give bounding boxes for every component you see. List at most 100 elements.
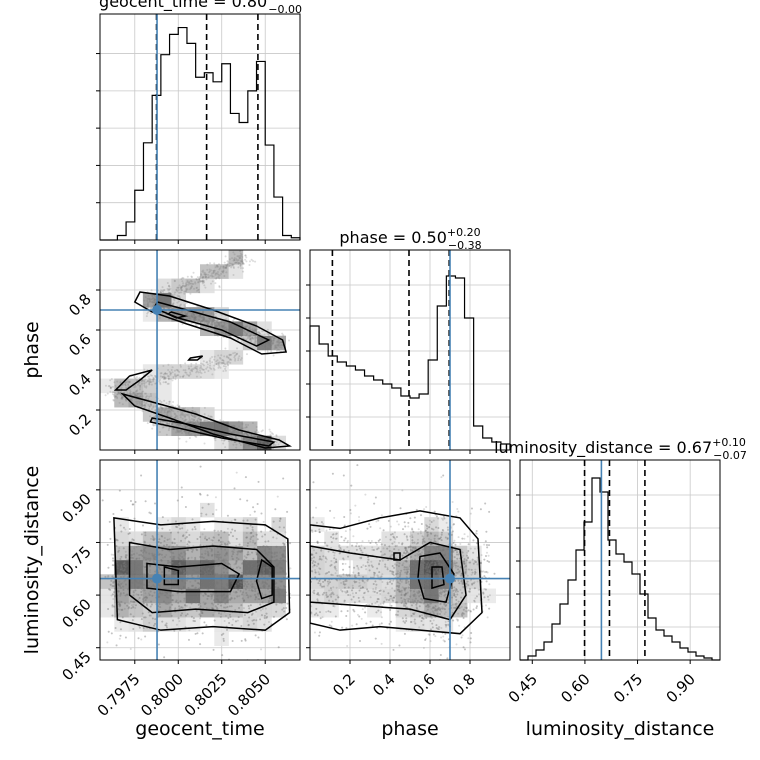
density-cell xyxy=(157,617,172,632)
sample-point xyxy=(225,588,228,591)
sample-point xyxy=(195,287,198,290)
sample-point xyxy=(190,285,193,288)
sample-point xyxy=(163,411,166,414)
density-cell xyxy=(157,531,172,547)
sample-point xyxy=(181,311,184,314)
sample-point xyxy=(232,618,235,621)
sample-point xyxy=(187,315,190,318)
sample-point xyxy=(111,604,114,607)
sample-point xyxy=(118,547,121,550)
sample-point xyxy=(199,369,202,372)
sample-point xyxy=(241,332,244,335)
sample-point xyxy=(190,312,193,315)
sample-point xyxy=(214,272,217,275)
sample-point xyxy=(117,549,120,552)
sample-point xyxy=(185,283,188,286)
sample-point xyxy=(159,298,162,301)
sample-point xyxy=(207,588,210,591)
sample-point xyxy=(271,339,274,342)
sample-point xyxy=(163,288,166,291)
sample-point xyxy=(199,280,202,283)
sample-point xyxy=(252,573,255,576)
sample-point xyxy=(227,263,230,266)
sample-point xyxy=(190,314,193,317)
sample-point xyxy=(206,361,209,364)
sample-point xyxy=(224,328,227,331)
sample-point xyxy=(195,415,198,418)
sample-point xyxy=(213,322,216,325)
sample-point xyxy=(191,285,194,288)
sample-point xyxy=(201,276,204,279)
sample-point xyxy=(204,326,207,329)
sample-point xyxy=(187,281,190,284)
sample-point xyxy=(221,433,224,436)
sample-point xyxy=(217,530,220,533)
sample-point xyxy=(144,405,147,408)
sample-point xyxy=(203,603,206,606)
sample-point xyxy=(132,567,135,570)
sample-point xyxy=(279,551,282,554)
density-cell xyxy=(185,545,201,561)
sample-point xyxy=(165,433,168,436)
sample-point xyxy=(182,374,185,377)
sample-point xyxy=(161,375,164,378)
density-cell xyxy=(100,602,115,618)
density-cell xyxy=(214,545,229,561)
sample-point xyxy=(221,270,224,273)
sample-point xyxy=(157,296,160,299)
sample-point xyxy=(217,273,220,276)
sample-point xyxy=(141,400,144,403)
sample-point xyxy=(231,436,234,439)
sample-point xyxy=(199,555,202,558)
sample-point xyxy=(184,369,187,372)
sample-point xyxy=(222,598,225,601)
sample-point xyxy=(201,319,204,322)
sample-point xyxy=(239,358,242,361)
sample-point xyxy=(171,561,174,564)
sample-point xyxy=(168,297,171,300)
sample-point xyxy=(228,264,231,267)
sample-point xyxy=(222,359,225,362)
sample-point xyxy=(192,314,195,317)
sample-point xyxy=(161,286,164,289)
sample-point xyxy=(118,489,121,492)
sample-point xyxy=(197,417,200,420)
sample-point xyxy=(234,441,237,444)
sample-point xyxy=(223,427,226,430)
sample-point xyxy=(284,591,287,594)
sample-point xyxy=(221,324,224,327)
sample-point xyxy=(175,431,178,434)
sample-point xyxy=(184,290,187,293)
sample-point xyxy=(246,580,249,583)
sample-point xyxy=(209,425,212,428)
sample-point xyxy=(260,436,263,439)
sample-point xyxy=(202,569,205,572)
sample-point xyxy=(152,424,155,427)
sample-point xyxy=(189,292,192,295)
sample-point xyxy=(226,264,229,267)
sample-point xyxy=(237,565,240,568)
sample-point xyxy=(225,318,228,321)
sample-point xyxy=(177,601,180,604)
sample-point xyxy=(174,314,177,317)
sample-point xyxy=(182,424,185,427)
sample-point xyxy=(152,378,155,381)
sample-point xyxy=(265,438,268,441)
sample-point xyxy=(218,286,221,289)
sample-point xyxy=(158,303,161,306)
sample-point xyxy=(169,287,172,290)
sample-point xyxy=(153,301,156,304)
sample-point xyxy=(194,318,197,321)
sample-point xyxy=(218,325,221,328)
sample-point xyxy=(175,580,178,583)
sample-point xyxy=(229,358,232,361)
sample-point xyxy=(150,298,153,301)
sample-point xyxy=(202,594,205,597)
sample-point xyxy=(178,562,181,565)
sample-point xyxy=(112,557,115,560)
sample-point xyxy=(201,282,204,285)
sample-point xyxy=(171,561,174,564)
sample-point xyxy=(215,428,218,431)
sample-point xyxy=(226,262,229,265)
sample-point xyxy=(143,368,146,371)
